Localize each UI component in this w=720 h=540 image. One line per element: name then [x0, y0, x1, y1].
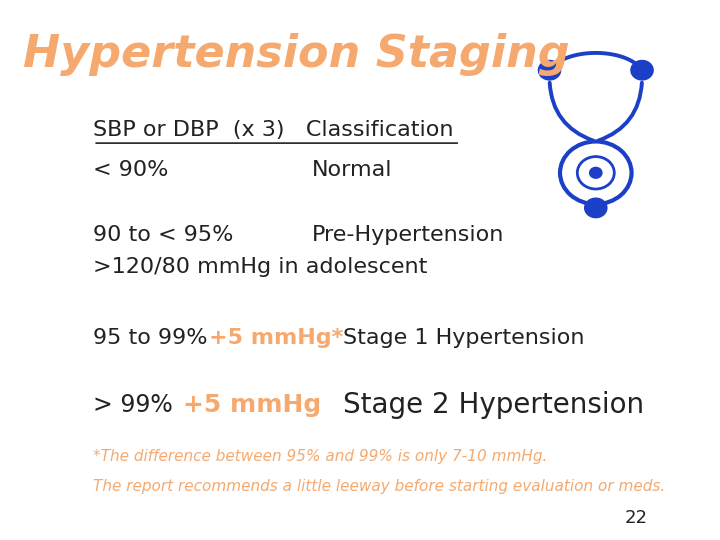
Text: +5 mmHg: +5 mmHg: [183, 393, 321, 417]
Text: 90 to < 95%: 90 to < 95%: [94, 225, 234, 245]
Text: >120/80 mmHg in adolescent: >120/80 mmHg in adolescent: [94, 257, 428, 278]
Text: +5 mmHg*: +5 mmHg*: [210, 327, 343, 348]
Text: Hypertension Staging: Hypertension Staging: [24, 32, 570, 76]
Circle shape: [539, 60, 561, 80]
Text: 22: 22: [624, 509, 647, 528]
Circle shape: [590, 167, 602, 178]
Text: The report recommends a little leeway before starting evaluation or meds.: The report recommends a little leeway be…: [94, 478, 665, 494]
Text: Stage 1 Hypertension: Stage 1 Hypertension: [343, 327, 585, 348]
Circle shape: [631, 60, 653, 80]
Text: Pre-Hypertension: Pre-Hypertension: [312, 225, 505, 245]
Circle shape: [585, 198, 607, 218]
Text: 95 to 99%: 95 to 99%: [94, 327, 215, 348]
Text: Stage 2 Hypertension: Stage 2 Hypertension: [343, 391, 644, 419]
Text: < 90%: < 90%: [94, 160, 168, 180]
Text: > 99%: > 99%: [94, 393, 181, 417]
Text: SBP or DBP  (x 3)   Classification: SBP or DBP (x 3) Classification: [94, 119, 454, 140]
Text: *The difference between 95% and 99% is only 7-10 mmHg.: *The difference between 95% and 99% is o…: [94, 449, 548, 464]
Text: Normal: Normal: [312, 160, 392, 180]
